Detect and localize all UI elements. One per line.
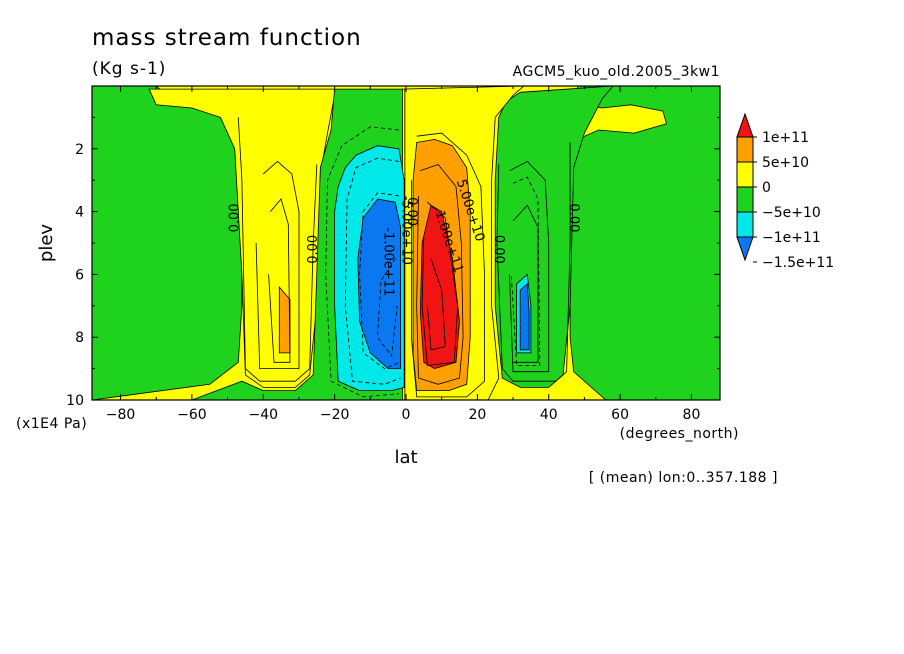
nh-red-core — [419, 204, 460, 370]
colorbar-segment — [736, 211, 754, 238]
colorbar-label: −1e+11 — [762, 230, 821, 246]
y-axis-ticks: 2 4 6 8 10 — [66, 116, 720, 409]
contour-line-10 — [325, 126, 399, 398]
contour-label-4: 0.00 — [404, 197, 419, 226]
contour-line-8 — [421, 201, 459, 366]
contour-line-4 — [509, 160, 550, 373]
x-tick-label: −80 — [106, 407, 136, 423]
nh-blue-core — [519, 282, 530, 351]
contour-line-1 — [255, 160, 300, 370]
colorbar-segment — [736, 186, 754, 213]
filled-contours — [92, 86, 720, 400]
contour-line-13 — [377, 258, 398, 358]
colorbar-label: −5e+10 — [762, 205, 821, 221]
contour-label-7: 0.00 — [491, 235, 506, 264]
contour-line-7 — [416, 164, 464, 385]
y-axis-label: plev — [36, 224, 57, 263]
colorbar-bottom-arrow — [736, 236, 754, 262]
contour-label-2: -5.00e+10 — [398, 196, 413, 265]
nh-high-lat-negative — [569, 86, 720, 400]
x-tick-label: 60 — [611, 407, 629, 423]
x-tick-label: 40 — [540, 407, 558, 423]
x-axis-label: lat — [394, 447, 417, 468]
x-tick-label: 0 — [402, 407, 411, 423]
y-tick-label: 4 — [75, 205, 84, 221]
colorbar-segment — [736, 161, 754, 188]
contour-line-3 — [496, 142, 571, 382]
contour-line-11 — [344, 157, 401, 385]
contour-line-0 — [237, 117, 318, 382]
colorbar-label: 5e+10 — [762, 155, 809, 171]
x-tick-label: −60 — [177, 407, 207, 423]
colorbar-top-arrow — [736, 112, 754, 138]
contour-line-9 — [427, 258, 446, 351]
x-tick-label: 20 — [468, 407, 486, 423]
colorbar-label: 1e+11 — [762, 130, 809, 146]
x-axis-units: (degrees_north) — [620, 426, 739, 442]
x-tick-label: −40 — [248, 407, 278, 423]
contour-line-5 — [512, 204, 539, 363]
colorbar-label: −1.5e+11 — [762, 255, 834, 271]
colorbar-label: 0 — [762, 180, 771, 196]
contour-line-6 — [410, 132, 485, 398]
y-tick-label: 10 — [66, 393, 84, 409]
contour-line-2 — [268, 198, 291, 363]
y-tick-label: 2 — [75, 142, 84, 158]
contour-line-12 — [359, 192, 400, 370]
contour-label-3: -1.00e+11 — [381, 227, 396, 296]
contour-label-1: 0.00 — [306, 235, 321, 264]
y-axis-units: (x1E4 Pa) — [16, 416, 87, 432]
colorbar-legend: 1e+11 5e+10 0 −5e+10 −1e+11 −1.5e+11 — [736, 112, 834, 271]
x-axis-ticks: −80 −60 −40 −20 0 20 40 60 80 — [106, 86, 701, 423]
contour-label-8: 0.00 — [566, 203, 581, 232]
y-tick-label: 6 — [75, 267, 84, 283]
chart-subtitle: (Kg s-1) — [92, 59, 166, 79]
plot-area: 0.000.00 -5.00e+10-1.00e+110.00 5.00e+101.… — [92, 86, 720, 400]
colorbar-segment — [736, 136, 754, 163]
y-tick-label: 8 — [75, 330, 84, 346]
experiment-label: AGCM5_kuo_old.2005_3kw1 — [513, 64, 720, 80]
sh-blue-core — [357, 198, 402, 370]
sh-high-lat-positive-band — [92, 86, 243, 400]
averaging-note: [ (mean) lon:0..357.188 ] — [589, 470, 778, 486]
contour-label-0: 0.00 — [227, 203, 242, 232]
x-tick-label: 80 — [683, 407, 701, 423]
contour-lines — [237, 89, 571, 400]
chart-title: mass stream function — [92, 25, 362, 51]
x-tick-label: −20 — [320, 407, 350, 423]
